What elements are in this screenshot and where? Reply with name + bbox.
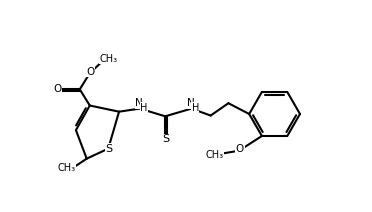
Text: N: N	[187, 98, 195, 108]
Text: S: S	[106, 144, 113, 154]
Text: H: H	[192, 103, 199, 113]
Text: O: O	[236, 144, 244, 154]
Text: O: O	[86, 67, 95, 77]
Text: CH₃: CH₃	[58, 163, 76, 173]
Text: S: S	[163, 134, 170, 144]
Text: O: O	[53, 84, 61, 94]
Text: H: H	[140, 103, 147, 113]
Text: CH₃: CH₃	[205, 150, 224, 160]
Text: CH₃: CH₃	[100, 54, 118, 64]
Text: N: N	[135, 98, 143, 108]
